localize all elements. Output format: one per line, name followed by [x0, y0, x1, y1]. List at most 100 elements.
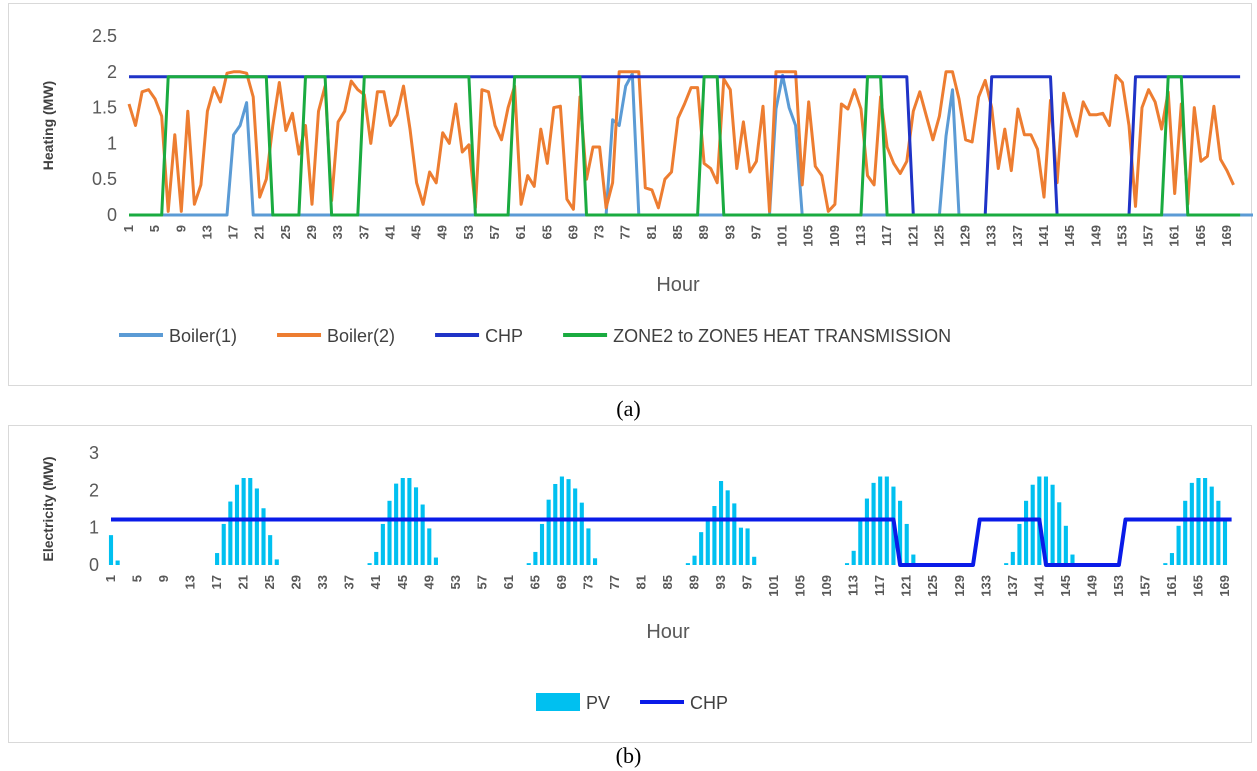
x-tick-label: 97 — [740, 575, 755, 589]
x-tick-label: 73 — [592, 225, 607, 239]
pv-bar — [692, 555, 697, 565]
x-tick-label: 57 — [474, 575, 489, 589]
x-tick-label: 45 — [409, 225, 424, 239]
x-tick-label: 49 — [421, 575, 436, 589]
series-line-chp — [129, 75, 1241, 217]
x-tick-label: 133 — [984, 225, 999, 247]
y-axis-label: Heating (MW) — [40, 81, 56, 170]
x-tick-label: 1 — [103, 575, 118, 582]
pv-bar — [400, 478, 405, 565]
pv-bar — [864, 498, 869, 565]
x-tick-label: 165 — [1190, 575, 1205, 597]
x-tick-label: 29 — [289, 575, 304, 589]
pv-bar — [546, 499, 551, 565]
pv-bar — [851, 550, 856, 565]
x-tick-label: 73 — [580, 575, 595, 589]
x-tick-label: 1 — [121, 225, 136, 232]
x-tick-label: 145 — [1062, 225, 1077, 247]
y-axis-label: Electricity (MW) — [40, 456, 56, 561]
pv-bar — [1203, 478, 1208, 565]
x-tick-label: 109 — [827, 225, 842, 247]
x-tick-label: 109 — [819, 575, 834, 597]
x-tick-label: 77 — [618, 225, 633, 239]
series-line-zone2-to-zone5-heat-transmission — [129, 75, 1241, 217]
chart-a-panel: 0 0.5 1 1.5 2 2.5 1 5 9 13 17 21 25 29 33 37 41 45 49 53 57 6… — [8, 3, 1253, 386]
x-tick-label: 17 — [209, 575, 224, 589]
pv-bar — [420, 504, 425, 565]
x-tick-label: 33 — [330, 225, 345, 239]
x-tick-label: 125 — [925, 575, 940, 597]
caption-a: (a) — [616, 396, 641, 421]
pv-bar — [221, 523, 226, 565]
x-tick-label: 21 — [252, 225, 267, 239]
pv-bar — [1183, 500, 1188, 565]
y-tick-label: 0 — [107, 205, 117, 225]
pv-bar — [413, 487, 419, 565]
pv-bar — [1004, 563, 1009, 565]
x-tick-label: 161 — [1164, 575, 1179, 597]
y-tick-label: 3 — [89, 443, 99, 463]
pv-bar — [745, 528, 750, 565]
x-tick-label: 37 — [342, 575, 357, 589]
pv-bar — [533, 551, 538, 565]
pv-bar — [1169, 553, 1175, 565]
legend-label: Boiler(1) — [169, 326, 237, 346]
legend-label: ZONE2 to ZONE5 HEAT TRANSMISSION — [613, 326, 951, 346]
x-tick-label: 113 — [846, 575, 861, 596]
x-tick-label: 85 — [670, 225, 685, 239]
x-tick-label: 101 — [775, 225, 790, 247]
x-tick-label: 69 — [565, 225, 580, 239]
x-axis-label: Hour — [656, 274, 700, 296]
pv-bar — [738, 527, 743, 565]
pv-bar — [699, 532, 704, 565]
pv-bar — [898, 500, 903, 565]
x-tick-label: 37 — [356, 225, 371, 239]
y-tick-label: 1.5 — [92, 98, 117, 118]
x-tick-label: 157 — [1141, 225, 1156, 247]
pv-bar — [712, 506, 717, 565]
x-tick-label: 153 — [1111, 575, 1126, 597]
pv-bar — [1216, 500, 1221, 565]
pv-bar — [904, 523, 909, 565]
x-tick-label: 33 — [315, 575, 330, 589]
x-tick-label: 41 — [368, 575, 383, 589]
pv-bar — [844, 563, 850, 565]
x-tick-label: 81 — [633, 575, 648, 589]
x-tick-label: 17 — [226, 225, 241, 239]
x-tick-label: 141 — [1036, 225, 1051, 247]
pv-bar — [725, 490, 730, 565]
x-tick-label: 13 — [183, 575, 198, 589]
chart-a-svg: 0 0.5 1 1.5 2 2.5 1 5 9 13 17 21 25 29 33 37 41 45 49 53 57 6… — [40, 26, 1253, 346]
pv-bar — [858, 520, 863, 565]
x-tick-label: 49 — [435, 225, 450, 239]
pv-bar — [407, 478, 412, 565]
pv-bar — [268, 535, 273, 565]
pv-bar — [685, 563, 690, 565]
pv-bar — [732, 503, 737, 565]
x-tick-label: 169 — [1219, 225, 1234, 247]
x-tick-label: 89 — [687, 575, 702, 589]
pv-bar — [234, 484, 240, 565]
x-tick-label: 81 — [644, 225, 659, 239]
series-line-boiler-2 — [127, 70, 1235, 213]
pv-bar — [526, 563, 531, 565]
pv-bar — [1209, 486, 1214, 565]
x-tick-label: 97 — [748, 225, 763, 239]
x-tick-label: 121 — [905, 225, 920, 247]
chart-b-panel: 0 1 2 3 1 5 9 13 17 21 25 29 33 37 41 45 49 53 57 61 65 69 73 7… — [8, 425, 1252, 743]
y-tick-label: 1 — [107, 133, 117, 153]
x-tick-label: 21 — [236, 575, 251, 589]
x-tick-label: 41 — [382, 225, 397, 239]
x-tick-label: 53 — [448, 575, 463, 589]
pv-bar — [539, 523, 545, 565]
x-tick-label: 137 — [1005, 575, 1020, 597]
x-tick-label: 101 — [766, 575, 781, 597]
pv-bar — [1176, 525, 1181, 565]
x-tick-label: 121 — [899, 575, 914, 597]
x-tick-label: 5 — [147, 225, 162, 232]
x-tick-label: 105 — [793, 575, 808, 597]
x-tick-label: 53 — [461, 225, 476, 239]
series-line-chp — [111, 517, 1232, 567]
pv-bar — [1196, 478, 1201, 565]
